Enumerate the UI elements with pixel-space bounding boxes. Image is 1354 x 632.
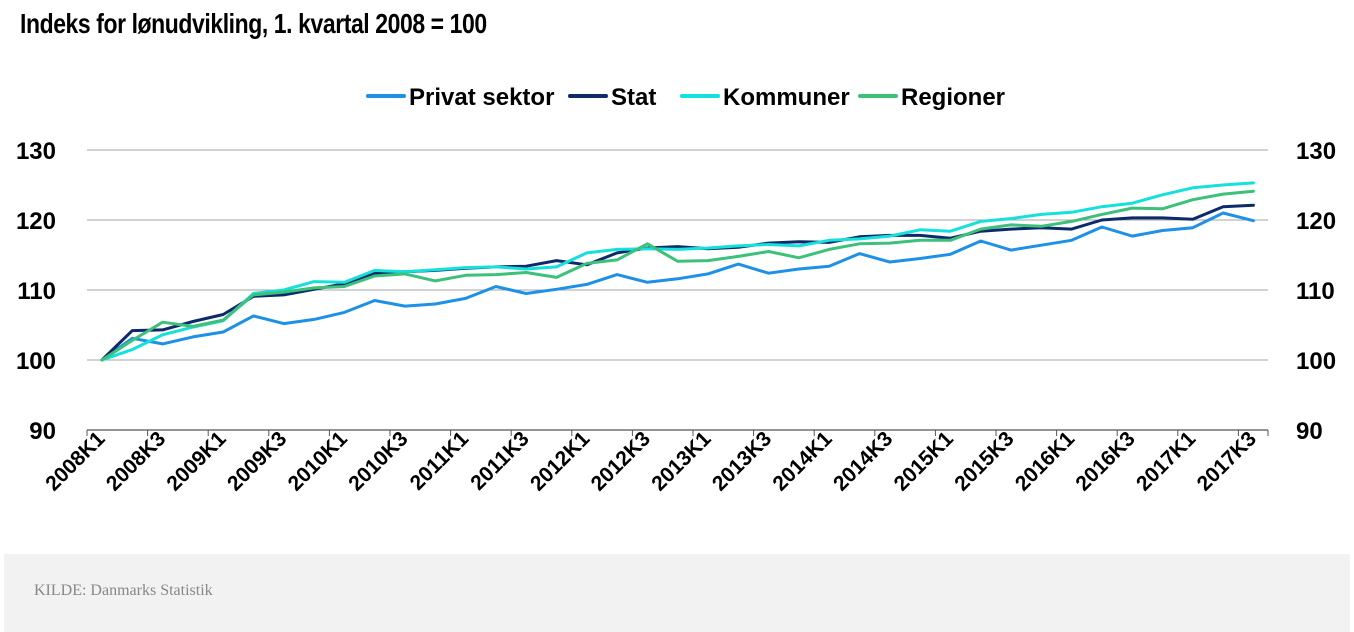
y-tick-label-right: 130 — [1296, 138, 1336, 165]
x-tick-label: 2015K3 — [950, 427, 1018, 495]
line-chart: Privat sektor Stat Kommuner Regioner 90 100 1… — [16, 84, 1336, 496]
x-tick-label: 2010K3 — [344, 427, 412, 495]
legend-label: Kommuner — [723, 84, 850, 111]
y-tick-label-right: 90 — [1296, 418, 1323, 445]
y-tick-label-right: 100 — [1296, 348, 1336, 375]
x-tick-label: 2008K3 — [102, 427, 170, 495]
legend-label: Stat — [611, 84, 656, 111]
legend-label: Privat sektor — [409, 84, 554, 111]
y-tick-label-right: 110 — [1296, 278, 1335, 305]
x-tick-label: 2009K1 — [162, 427, 231, 496]
x-tick-label: 2014K1 — [768, 427, 837, 496]
gridlines — [87, 149, 1268, 431]
series-line-kommuner — [100, 181, 1255, 362]
x-tick-label: 2009K3 — [223, 427, 291, 495]
y-tick-label-left: 100 — [16, 348, 56, 375]
x-tick-label: 2012K3 — [587, 427, 655, 495]
x-tick-label: 2015K1 — [890, 427, 959, 496]
x-tick-label: 2010K1 — [284, 427, 353, 496]
chart-legend: Privat sektor Stat Kommuner Regioner — [366, 84, 1005, 111]
x-tick-label: 2016K3 — [1071, 427, 1139, 495]
y-tick-label-left: 110 — [17, 278, 56, 305]
series-lines — [100, 181, 1255, 362]
series-line-regioner — [100, 189, 1255, 362]
x-tick-label: 2017K1 — [1132, 427, 1201, 496]
y-tick-label-right: 120 — [1296, 208, 1336, 235]
x-tick-label: 2013K1 — [647, 427, 716, 496]
chart-title: Indeks for lønudvikling, 1. kvartal 2008… — [20, 8, 487, 39]
source-note: KILDE: Danmarks Statistik — [34, 582, 213, 599]
series-line-privat-sektor — [100, 211, 1255, 362]
x-tick-label: 2011K1 — [406, 427, 474, 495]
y-axis-right: 90 100 110 120 130 — [1296, 138, 1336, 445]
x-tick-label: 2013K3 — [708, 427, 776, 495]
y-tick-label-left: 120 — [16, 208, 56, 235]
x-tick-label: 2011K3 — [466, 427, 533, 494]
x-axis: 2008K12008K32009K12009K32010K12010K32011… — [41, 427, 1269, 496]
x-tick-label: 2012K1 — [526, 427, 595, 496]
footer: KILDE: Danmarks Statistik — [4, 554, 1350, 632]
x-tick-label: 2014K3 — [829, 427, 897, 495]
y-axis-left: 90 100 110 120 130 — [16, 138, 56, 445]
series-line-stat — [100, 203, 1255, 362]
x-tick-label: 2017K3 — [1193, 427, 1261, 495]
y-tick-label-left: 90 — [29, 418, 56, 445]
y-tick-label-left: 130 — [16, 138, 56, 165]
x-tick-label: 2016K1 — [1011, 427, 1080, 496]
legend-label: Regioner — [901, 84, 1005, 111]
